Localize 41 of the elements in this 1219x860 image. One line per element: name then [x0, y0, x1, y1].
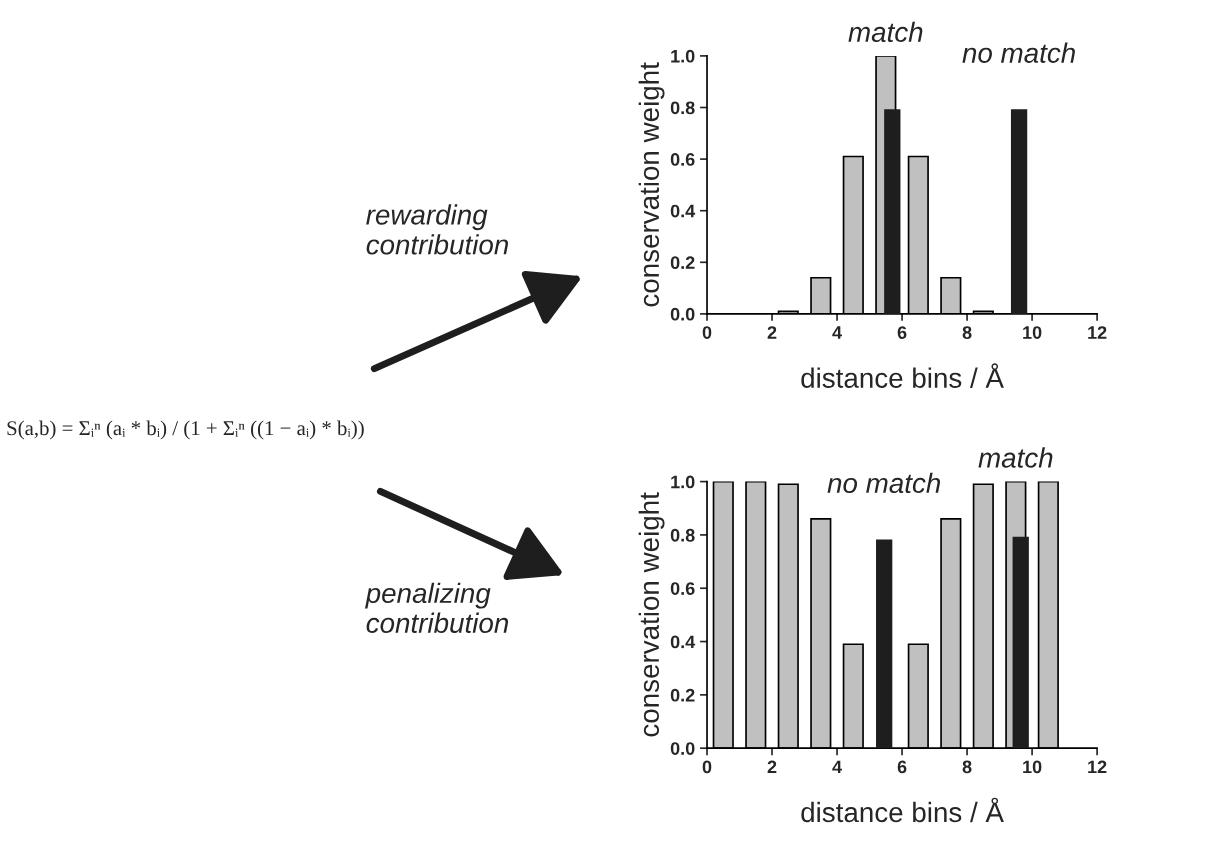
- x-tick-label: 10: [1023, 326, 1042, 339]
- x-tick-label: 2: [767, 326, 777, 339]
- x-tick-label: 12: [1088, 760, 1107, 774]
- y-axis-title: conservation weight: [638, 492, 665, 737]
- y-tick-label: 0.6: [670, 153, 695, 166]
- x-tick-label: 8: [962, 326, 972, 339]
- x-tick-label: 4: [832, 326, 842, 339]
- x-tick-label: 6: [897, 326, 907, 339]
- x-tick-label: 0: [702, 326, 712, 339]
- x-axis-title: distance bins / Å: [801, 363, 1004, 388]
- x-tick-label: 2: [767, 760, 777, 774]
- annotation: no match: [827, 472, 941, 494]
- x-tick-label: 10: [1023, 760, 1042, 774]
- y-tick-label: 0.8: [670, 528, 695, 542]
- y-tick-label: 0.6: [670, 582, 695, 595]
- x-tick-label: 8: [962, 760, 972, 774]
- y-tick-label: 0.4: [670, 635, 696, 649]
- bar: [876, 539, 893, 749]
- y-tick-label: 0.4: [670, 204, 696, 218]
- y-tick-label: 1.0: [671, 475, 695, 489]
- bar: [1010, 109, 1028, 314]
- y-axis-title: conservation weight: [638, 62, 665, 307]
- text: rewarding contribution: [366, 204, 509, 255]
- y-tick-label: 0.8: [670, 101, 695, 115]
- x-tick-label: 12: [1088, 326, 1107, 339]
- y-tick-label: 0.0: [670, 307, 695, 321]
- y-tick-label: 0.2: [670, 256, 695, 270]
- x-axis-title: distance bins / Å: [801, 797, 1004, 823]
- y-tick-label: 0.0: [670, 742, 695, 755]
- bar: [1012, 536, 1029, 749]
- x-tick-label: 0: [702, 760, 712, 774]
- bar: [884, 109, 901, 314]
- annotation: match: [848, 21, 923, 43]
- text: penalizing contribution: [365, 582, 509, 634]
- y-tick-label: 0.2: [670, 688, 695, 702]
- text: S(a,b) = Σᵢⁿ (aᵢ * bᵢ) / (1 + Σᵢⁿ ((1 − aᵢ) * bᵢ)): [7, 420, 364, 440]
- annotation: match: [978, 447, 1053, 468]
- x-tick-label: 6: [897, 760, 907, 774]
- y-tick-label: 1.0: [671, 49, 695, 63]
- annotation: no match: [962, 42, 1075, 63]
- x-tick-label: 4: [832, 760, 842, 774]
